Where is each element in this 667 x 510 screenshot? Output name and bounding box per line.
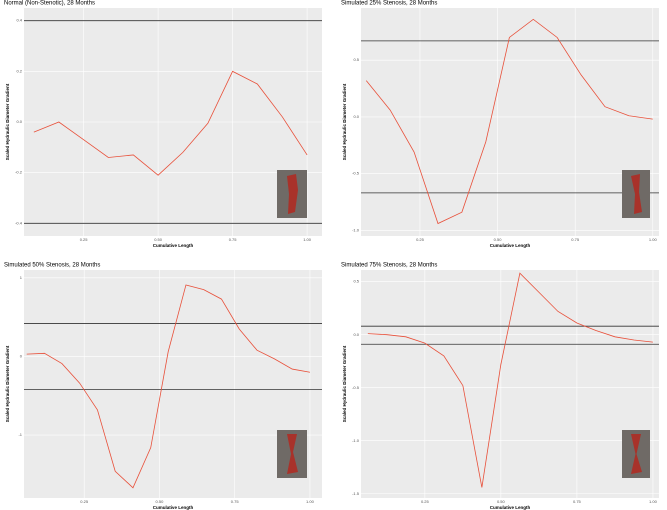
vessel-icon [277, 430, 307, 478]
x-axis-title: Cumulative Length [490, 505, 531, 510]
vessel-icon [622, 170, 650, 218]
y-tick-label: -0.2 [15, 170, 23, 175]
chart-title: Simulated 25% Stenosis, 28 Months [341, 1, 437, 7]
data-line [33, 70, 308, 176]
data-line [365, 18, 653, 225]
y-axis-title: Scaled Hydraulic Diameter Gradient [5, 345, 10, 422]
plot-background [361, 270, 659, 498]
x-axis-title: Cumulative Length [490, 243, 531, 248]
vessel-icon [622, 430, 650, 478]
data-line [26, 284, 311, 489]
y-tick-label: -1.5 [352, 491, 360, 496]
y-tick-label: 0.0 [353, 332, 359, 337]
x-tick-label: 0.25 [80, 237, 89, 242]
x-tick-label: 0.75 [231, 499, 240, 504]
x-tick-label: 1.00 [306, 499, 315, 504]
y-axis-title: Scaled Hydraulic Diameter Gradient [342, 345, 347, 422]
x-tick-label: 1.00 [303, 237, 312, 242]
y-tick-label: 0.0 [353, 114, 359, 119]
x-tick-label: 1.00 [649, 237, 658, 242]
y-tick-label: -1.0 [352, 227, 360, 232]
y-tick-label: 0 [20, 354, 23, 359]
y-axis-title: Scaled Hydraulic Diameter Gradient [342, 83, 347, 160]
vessel-icons [277, 170, 650, 478]
plot-background [24, 270, 322, 498]
plots: Normal (Non-Stenotic), 28 Months 0.4 0.2 0.… [4, 1, 659, 510]
x-tick-label: 0.75 [573, 499, 582, 504]
chart-title: Simulated 75% Stenosis, 28 Months [341, 263, 437, 269]
y-tick-label: -1 [18, 432, 22, 437]
y-tick-label: -0.5 [352, 171, 360, 176]
y-tick-label: 0.0 [16, 119, 22, 124]
x-tick-label: 0.50 [156, 499, 165, 504]
y-tick-label: 0.4 [16, 18, 22, 23]
x-tick-label: 0.25 [416, 237, 425, 242]
x-axis-title: Cumulative Length [153, 505, 194, 510]
x-tick-label: 0.25 [80, 499, 89, 504]
x-tick-label: 0.50 [154, 237, 163, 242]
x-tick-label: 0.25 [421, 499, 430, 504]
y-tick-label: -1.0 [352, 438, 360, 443]
y-axis-title: Scaled Hydraulic Diameter Gradient [5, 83, 10, 160]
y-tick-label: 1 [20, 275, 23, 280]
chart-title: Simulated 50% Stenosis, 28 Months [4, 263, 100, 269]
data-line [367, 272, 653, 488]
x-axis-title: Cumulative Length [153, 243, 194, 248]
x-tick-label: 1.00 [649, 499, 658, 504]
chart-title: Normal (Non-Stenotic), 28 Months [4, 1, 95, 7]
y-tick-label: 0.5 [353, 57, 359, 62]
x-tick-label: 0.50 [494, 237, 503, 242]
x-tick-label: 0.75 [229, 237, 238, 242]
plot-background [361, 8, 659, 236]
y-tick-label: -0.4 [15, 220, 23, 225]
x-tick-label: 0.50 [497, 499, 506, 504]
vessel-icon [277, 170, 307, 218]
x-tick-label: 0.75 [571, 237, 580, 242]
y-tick-label: -0.5 [352, 385, 360, 390]
y-tick-label: 0.5 [353, 279, 359, 284]
y-tick-label: 0.2 [16, 68, 22, 73]
